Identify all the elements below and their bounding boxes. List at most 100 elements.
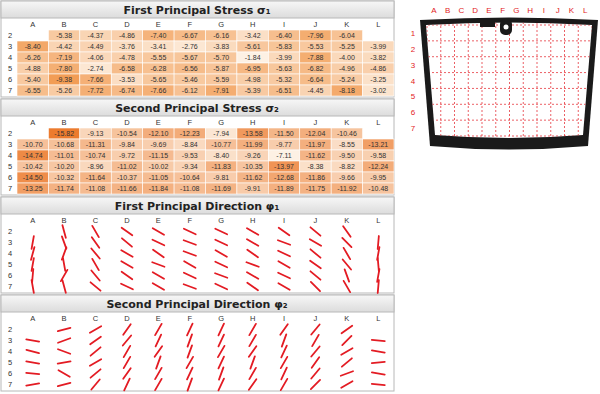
direction-glyph bbox=[61, 270, 68, 281]
windshield-row-label: 5 bbox=[411, 92, 416, 101]
heat-cell bbox=[80, 41, 111, 52]
cell-label: -11.66 bbox=[117, 185, 136, 192]
row-label: 6 bbox=[8, 271, 12, 280]
column-label: L bbox=[376, 314, 380, 323]
direction-glyph bbox=[153, 283, 164, 290]
title-bar bbox=[1, 99, 394, 116]
direction-glyph bbox=[247, 250, 258, 257]
direction-glyph bbox=[249, 324, 256, 335]
heat-cell bbox=[268, 139, 299, 150]
direction-glyph bbox=[278, 283, 289, 290]
column-label: J bbox=[314, 20, 318, 29]
heat-cell bbox=[237, 85, 268, 96]
direction-glyph bbox=[32, 236, 34, 249]
heat-cell bbox=[300, 150, 331, 161]
direction-glyph bbox=[156, 335, 161, 347]
heat-cell bbox=[48, 172, 79, 183]
cell-label: -4.45 bbox=[307, 87, 323, 94]
heat-cell bbox=[111, 74, 142, 85]
heat-cell bbox=[331, 150, 362, 161]
cell-label: -5.46 bbox=[182, 76, 198, 83]
grid-line bbox=[427, 18, 428, 145]
direction-glyph bbox=[218, 335, 223, 347]
windshield-row-label: 1 bbox=[411, 29, 416, 38]
row-label: 3 bbox=[8, 140, 12, 149]
row-label: 5 bbox=[8, 358, 12, 367]
heat-cell bbox=[174, 128, 205, 139]
glyphs bbox=[26, 324, 385, 391]
column-label: C bbox=[93, 216, 99, 225]
windshield-column-label: I bbox=[543, 6, 545, 15]
heat-cell bbox=[143, 30, 174, 41]
heat-cell bbox=[174, 85, 205, 96]
direction-glyph bbox=[312, 335, 319, 346]
heat-cell bbox=[80, 128, 111, 139]
cell-label: -11.92 bbox=[337, 185, 356, 192]
column-label: H bbox=[250, 314, 255, 323]
heat-cell bbox=[363, 74, 394, 85]
heat-cell bbox=[143, 139, 174, 150]
cell-label: -3.02 bbox=[370, 87, 386, 94]
windshield-column-label: E bbox=[486, 6, 491, 15]
cell-label: -5.65 bbox=[150, 76, 166, 83]
cell-label: -7.40 bbox=[150, 32, 166, 39]
cell-label: -10.68 bbox=[54, 141, 74, 148]
direction-glyph bbox=[311, 369, 319, 379]
column-label: D bbox=[124, 216, 130, 225]
direction-glyph bbox=[218, 379, 223, 391]
row-label: 3 bbox=[8, 336, 12, 345]
heat-cell bbox=[80, 52, 111, 63]
heat-cell bbox=[111, 150, 142, 161]
row-label: 7 bbox=[8, 86, 12, 95]
direction-glyph bbox=[155, 379, 162, 390]
heat-cell bbox=[300, 63, 331, 74]
mirror-hole bbox=[504, 25, 509, 30]
column-label: I bbox=[283, 118, 285, 127]
heat-cell bbox=[331, 41, 362, 52]
heat-cell bbox=[300, 161, 331, 172]
heat-cell bbox=[48, 74, 79, 85]
column-label: D bbox=[124, 314, 130, 323]
heat-cell bbox=[331, 74, 362, 85]
column-label: G bbox=[218, 216, 224, 225]
heat-cell bbox=[174, 183, 205, 194]
cell-label: -9.38 bbox=[56, 76, 72, 83]
direction-glyph bbox=[91, 369, 101, 377]
cell-label: -11.50 bbox=[274, 130, 293, 137]
direction-glyph bbox=[247, 228, 258, 235]
cell-label: -9.95 bbox=[370, 174, 386, 181]
column-label: B bbox=[62, 20, 67, 29]
cells bbox=[17, 30, 394, 96]
cell-label: -7.72 bbox=[88, 87, 104, 94]
cell-label: -5.70 bbox=[213, 54, 229, 61]
row-label: 5 bbox=[8, 64, 12, 73]
cell-label: -12.23 bbox=[180, 130, 200, 137]
direction-glyph bbox=[152, 262, 164, 266]
cell-label: -9.58 bbox=[370, 152, 386, 159]
cells bbox=[17, 128, 394, 194]
direction-glyph bbox=[342, 358, 352, 366]
cell-label: -9.91 bbox=[245, 185, 261, 192]
cell-label: -5.38 bbox=[56, 32, 72, 39]
cell-label: -1.84 bbox=[245, 54, 261, 61]
direction-glyph bbox=[122, 238, 132, 246]
direction-glyph bbox=[155, 368, 162, 379]
grid-line bbox=[578, 18, 579, 145]
direction-glyph bbox=[280, 324, 287, 335]
cell-label: -10.77 bbox=[211, 141, 231, 148]
heat-cell bbox=[17, 183, 48, 194]
grid-line bbox=[420, 40, 598, 41]
cell-label: -6.12 bbox=[182, 87, 198, 94]
direction-glyph bbox=[249, 368, 256, 379]
windshield-row-label: 6 bbox=[411, 108, 416, 117]
direction-glyph bbox=[184, 261, 195, 268]
column-label: K bbox=[344, 118, 349, 127]
cell-label: -3.41 bbox=[150, 43, 166, 50]
direction-glyph bbox=[216, 250, 227, 257]
direction-glyph bbox=[247, 239, 258, 246]
heat-cell bbox=[80, 183, 111, 194]
direction-glyph bbox=[341, 348, 352, 355]
row-label: 6 bbox=[8, 75, 12, 84]
cell-label: -5.53 bbox=[307, 43, 323, 50]
heat-cell bbox=[174, 139, 205, 150]
